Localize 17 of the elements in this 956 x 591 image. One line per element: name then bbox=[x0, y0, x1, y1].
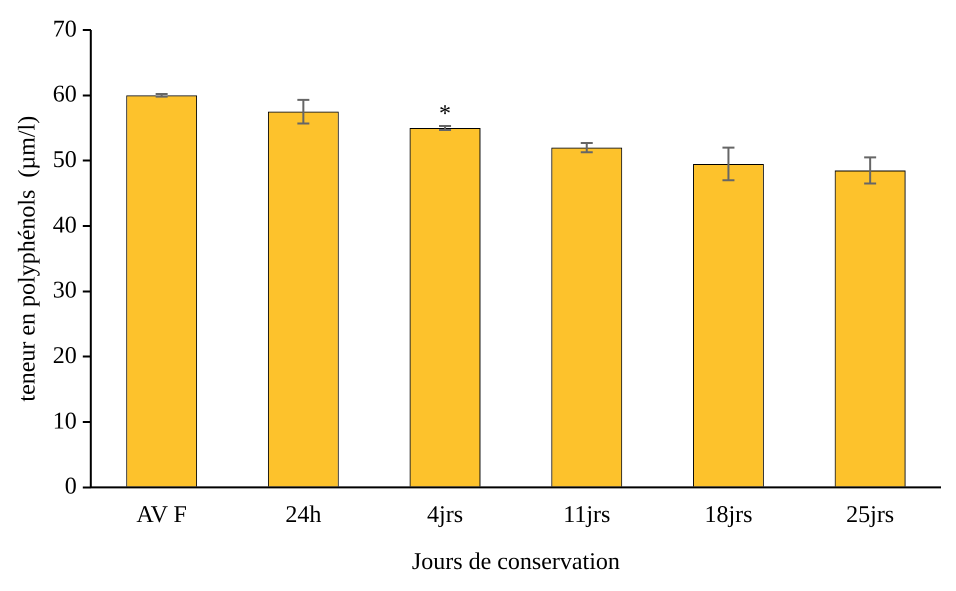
y-tick-label: 20 bbox=[52, 343, 77, 370]
y-axis-title: teneur en polyphénols (µm/l) bbox=[14, 116, 41, 402]
x-tick-label: 25jrs bbox=[846, 502, 894, 528]
y-tick-label: 50 bbox=[52, 146, 77, 173]
y-tick-label: 40 bbox=[52, 212, 77, 238]
x-tick-label: 24h bbox=[285, 502, 322, 528]
x-tick-label: AV F bbox=[136, 502, 187, 528]
y-tick-label: 70 bbox=[52, 16, 77, 42]
x-tick-label: 18jrs bbox=[704, 502, 752, 528]
y-tick-label: 30 bbox=[52, 278, 77, 304]
y-tick-label: 10 bbox=[52, 408, 77, 434]
y-tick-label: 0 bbox=[64, 474, 77, 500]
x-axis-title: Jours de conservation bbox=[412, 548, 620, 575]
x-tick-label: 4jrs bbox=[427, 502, 464, 528]
x-tick-label: 11jrs bbox=[563, 502, 610, 528]
y-tick-label: 60 bbox=[52, 82, 77, 108]
annotation: * bbox=[439, 101, 452, 128]
